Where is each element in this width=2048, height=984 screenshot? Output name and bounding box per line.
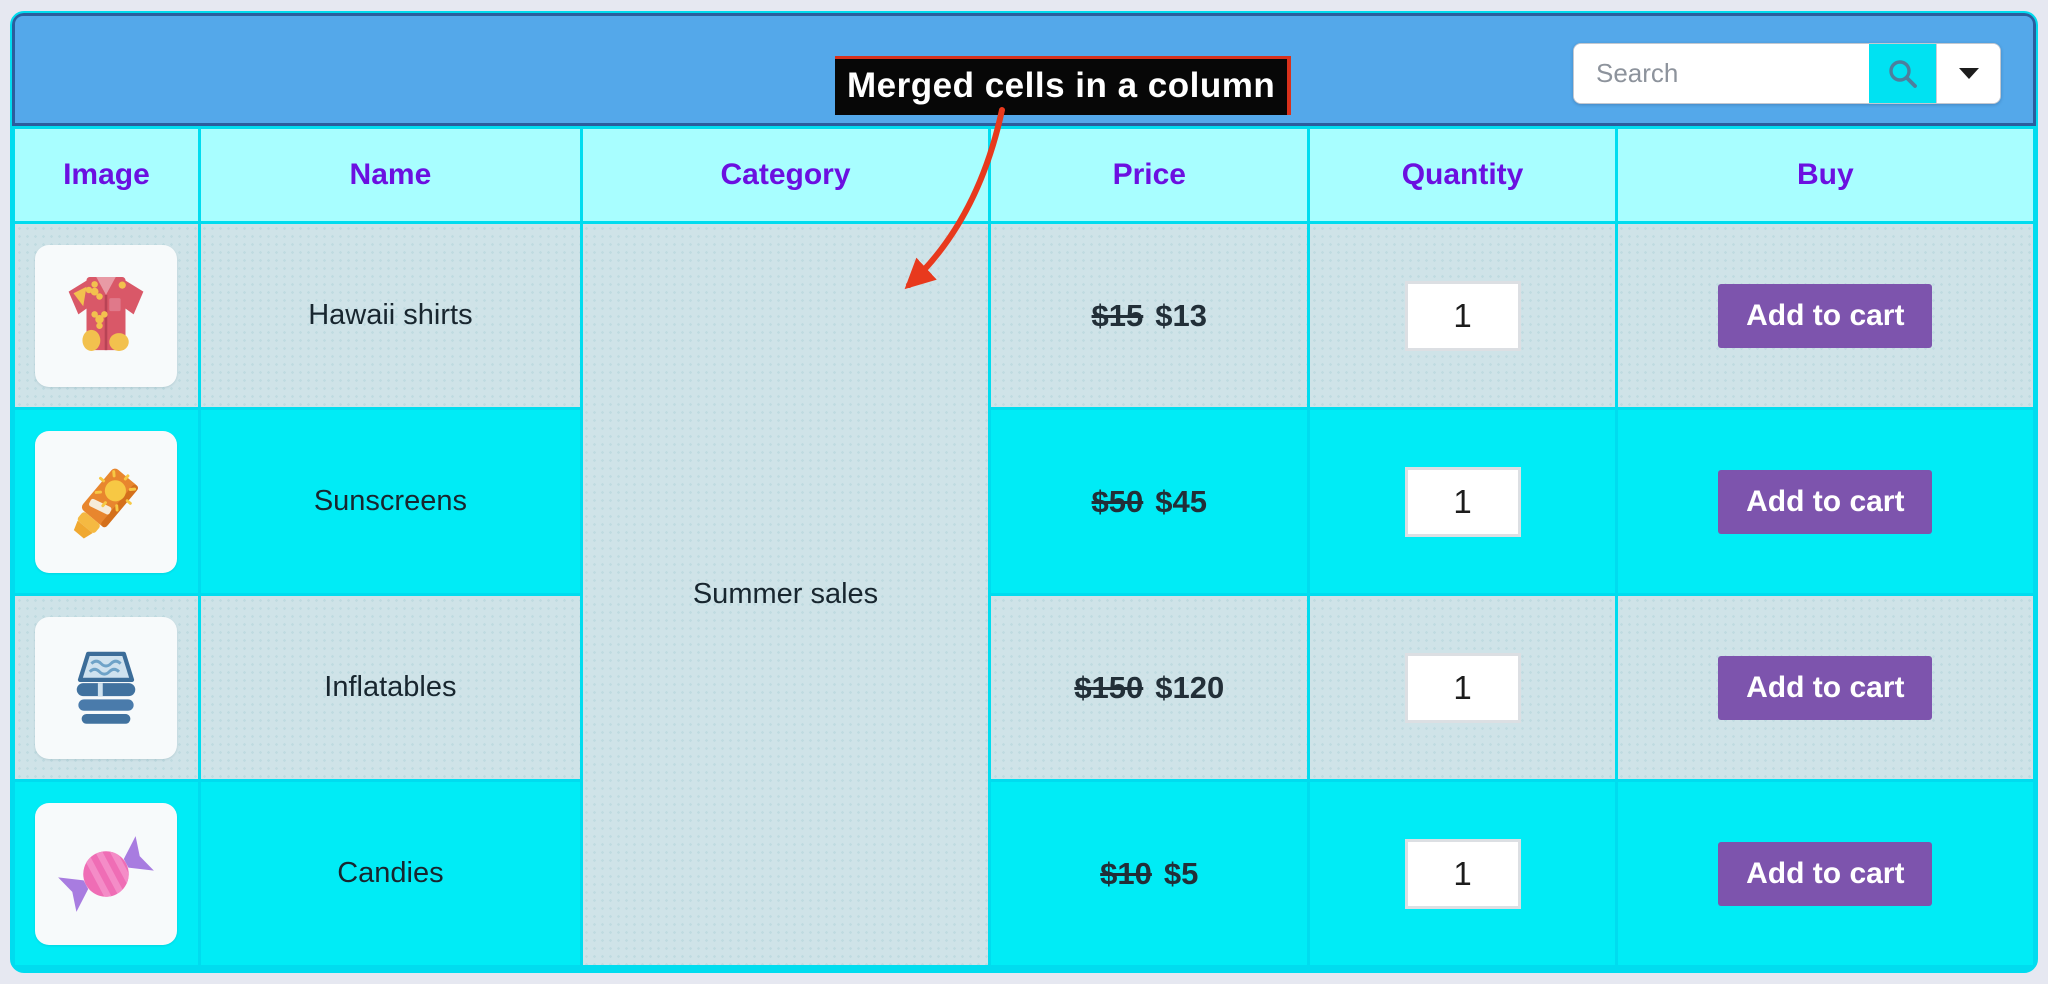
search-input[interactable] (1574, 44, 1869, 103)
header-row: Image Name Category Price Quantity Buy (12, 126, 2036, 224)
add-to-cart-button[interactable]: Add to cart (1718, 283, 1933, 348)
column-header-price: Price (988, 126, 1311, 224)
table-row: Inflatables $150 $120 Add to cart (12, 593, 2036, 782)
product-image-card (35, 802, 178, 945)
quantity-cell (1307, 779, 1618, 968)
price-cell: $150 $120 (988, 593, 1311, 782)
image-cell (12, 221, 201, 410)
old-price: $15 (1091, 297, 1144, 333)
current-price: $120 (1155, 669, 1225, 705)
products-table: Image Name Category Price Quantity Buy (12, 126, 2036, 968)
quantity-input[interactable] (1404, 838, 1521, 909)
quantity-cell (1307, 407, 1618, 596)
product-image-card (35, 244, 178, 387)
image-cell (12, 407, 201, 596)
current-price: $5 (1163, 855, 1199, 891)
search-button[interactable] (1869, 44, 1936, 103)
add-to-cart-button[interactable]: Add to cart (1718, 469, 1933, 534)
column-header-buy: Buy (1614, 126, 2036, 224)
product-name: Sunscreens (197, 407, 583, 596)
column-header-name: Name (197, 126, 583, 224)
table-row: Hawaii shirts Summer sales $15 $13 Add to… (12, 221, 2036, 968)
caret-down-icon (1958, 67, 1980, 80)
add-to-cart-button[interactable]: Add to cart (1718, 655, 1933, 720)
price-cell: $50 $45 (988, 407, 1311, 596)
search-dropdown-button[interactable] (1936, 44, 2000, 103)
quantity-input[interactable] (1404, 280, 1521, 351)
air-mattress-icon (54, 636, 158, 740)
buy-cell: Add to cart (1614, 407, 2036, 596)
quantity-input[interactable] (1404, 466, 1521, 537)
price-cell: $15 $13 (988, 221, 1311, 410)
page-title: Merged cells in a column (835, 56, 1292, 115)
buy-cell: Add to cart (1614, 593, 2036, 782)
top-bar: Merged cells in a column (12, 13, 2036, 126)
column-header-category: Category (579, 126, 992, 224)
candy-icon (54, 822, 158, 926)
old-price: $150 (1074, 669, 1144, 705)
table-row: Sunscreens $50 $45 Add to cart (12, 407, 2036, 596)
sunscreen-icon (54, 450, 158, 554)
image-cell (12, 593, 201, 782)
magnifier-icon (1886, 57, 1920, 91)
buy-cell: Add to cart (1614, 221, 2036, 410)
quantity-input[interactable] (1404, 652, 1521, 723)
quantity-cell (1307, 221, 1618, 410)
app-container: Merged cells in a column (10, 11, 2038, 973)
current-price: $45 (1155, 483, 1208, 519)
column-header-quantity: Quantity (1307, 126, 1618, 224)
price-cell: $10 $5 (988, 779, 1311, 968)
image-cell (12, 779, 201, 968)
product-name: Inflatables (197, 593, 583, 782)
product-name: Hawaii shirts (197, 221, 583, 410)
product-image-card (35, 430, 178, 573)
add-to-cart-button[interactable]: Add to cart (1718, 841, 1933, 906)
search-group (1573, 43, 2001, 104)
hawaiian-shirt-icon (54, 264, 158, 368)
table-row: Candies $10 $5 Add to cart (12, 779, 2036, 968)
buy-cell: Add to cart (1614, 779, 2036, 968)
old-price: $10 (1100, 855, 1152, 891)
merged-category-cell: Summer sales (579, 221, 992, 968)
product-name: Candies (197, 779, 583, 968)
quantity-cell (1307, 593, 1618, 782)
current-price: $13 (1155, 297, 1208, 333)
old-price: $50 (1091, 483, 1144, 519)
column-header-image: Image (12, 126, 201, 224)
product-image-card (35, 616, 178, 759)
